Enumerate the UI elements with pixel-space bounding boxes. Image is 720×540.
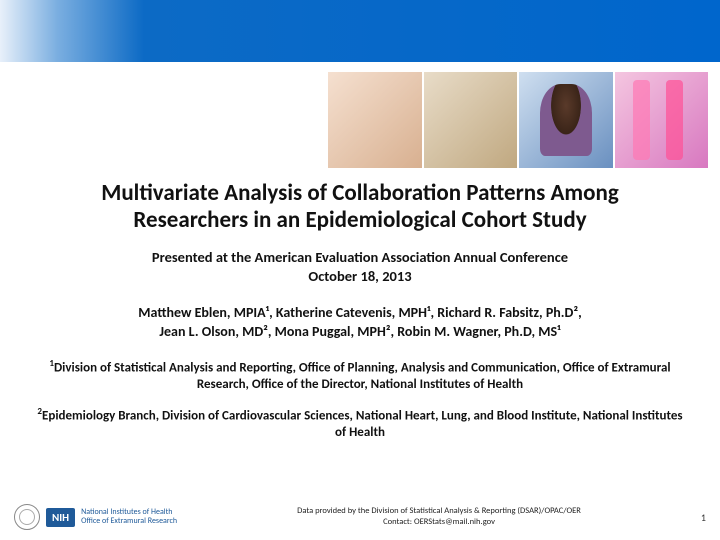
title-line-2: Researchers in an Epidemiological Cohort…	[133, 206, 586, 234]
nih-abbrev: NIH	[52, 511, 69, 524]
header-photo-3	[519, 72, 613, 168]
affiliation-2: 2Epidemiology Branch, Division of Cardio…	[28, 406, 692, 442]
header-photo-1	[328, 72, 422, 168]
nih-logo-badge: NIH	[46, 508, 75, 527]
footer-attribution: Data provided by the Division of Statist…	[177, 506, 701, 528]
footer-line-1: Data provided by the Division of Statist…	[297, 506, 581, 516]
photo-strip	[328, 72, 708, 168]
title-line-1: Multivariate Analysis of Collaboration P…	[101, 179, 619, 207]
slide-content: Multivariate Analysis of Collaboration P…	[0, 180, 720, 454]
nih-name-2: Office of Extramural Research	[81, 517, 177, 526]
authors-line-2: Jean L. Olson, MD², Mona Puggal, MPH², R…	[159, 323, 560, 340]
affil-1-text: Division of Statistical Analysis and Rep…	[54, 360, 671, 392]
hhs-logo-icon	[14, 504, 40, 530]
header-photo-2	[424, 72, 518, 168]
affiliation-1: 1Division of Statistical Analysis and Re…	[28, 358, 692, 394]
footer-logos: NIH National Institutes of Health Office…	[14, 504, 177, 530]
slide-footer: NIH National Institutes of Health Office…	[0, 504, 720, 530]
affil-2-text: Epidemiology Branch, Division of Cardiov…	[42, 408, 683, 440]
authors-line-1: Matthew Eblen, MPIA¹, Katherine Cateveni…	[138, 304, 581, 321]
authors: Matthew Eblen, MPIA¹, Katherine Cateveni…	[28, 304, 692, 342]
footer-line-2: Contact: OERStats@mail.nih.gov	[383, 517, 495, 527]
conference-info: Presented at the American Evaluation Ass…	[28, 248, 692, 286]
page-number: 1	[701, 511, 706, 524]
top-banner	[0, 0, 720, 62]
conference-date: October 18, 2013	[308, 267, 411, 285]
nih-logo-text: National Institutes of Health Office of …	[81, 508, 177, 526]
slide-title: Multivariate Analysis of Collaboration P…	[28, 180, 692, 234]
header-photo-4	[615, 72, 709, 168]
conference-name: Presented at the American Evaluation Ass…	[152, 248, 568, 266]
